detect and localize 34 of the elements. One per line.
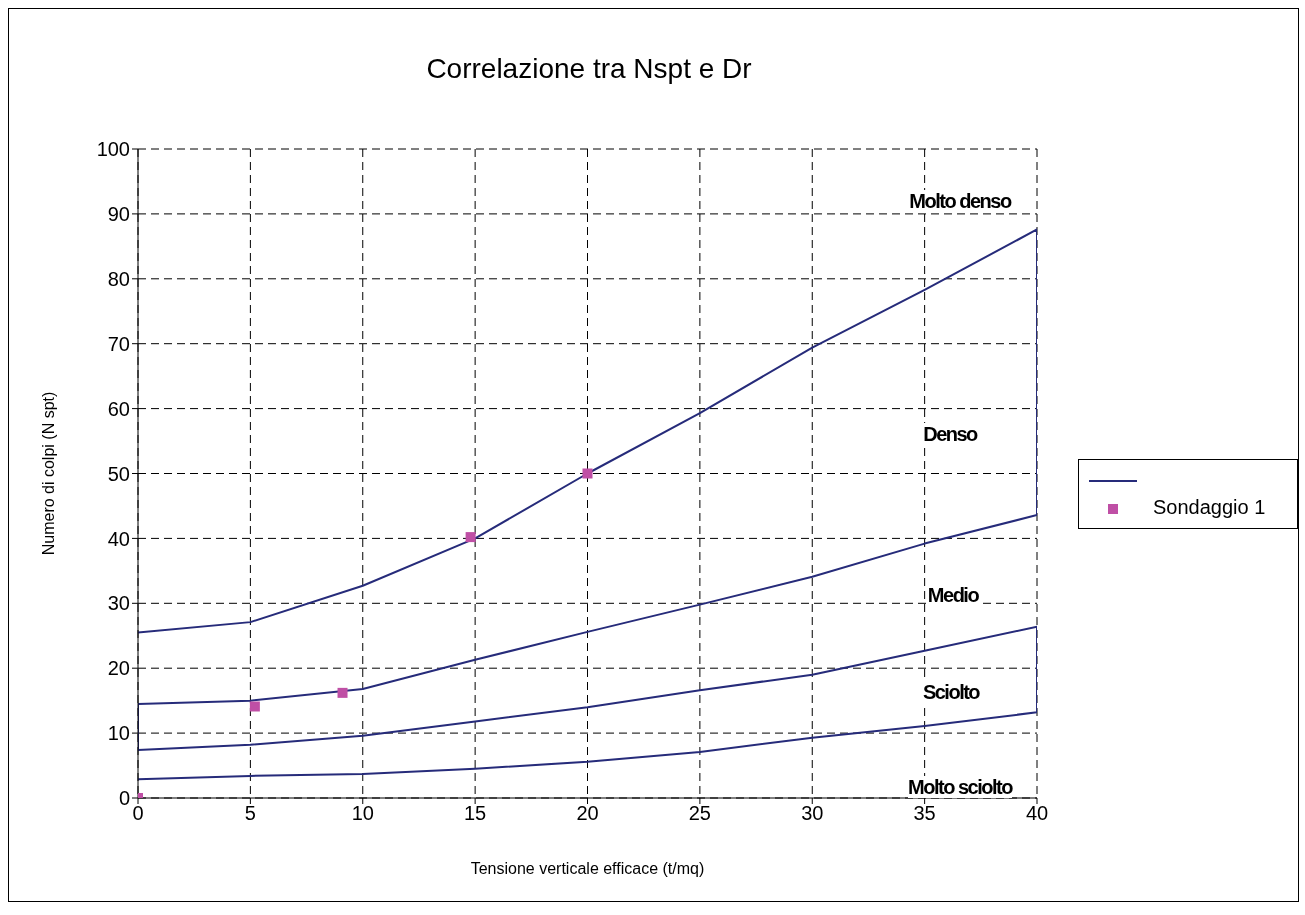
y-tick-label: 40	[107, 527, 130, 550]
point	[337, 687, 348, 698]
y-tick-label: 90	[107, 203, 130, 225]
y-tick-label: 50	[107, 462, 130, 485]
annotation: Sciolto	[922, 681, 980, 703]
x-tick-label: 40	[1025, 802, 1049, 825]
annotation: Molto denso	[909, 190, 1011, 212]
x-tick-label: 30	[801, 802, 824, 825]
y-tick-label: 60	[107, 397, 130, 420]
point	[465, 532, 476, 543]
legend-label: Sondaggio 1	[1153, 495, 1266, 519]
x-tick-label: 20	[576, 802, 599, 825]
line-series	[138, 228, 1037, 781]
x-tick-label: 10	[351, 802, 374, 825]
x-tick-label: 5	[244, 802, 256, 825]
x-axis-title: Tensione verticale efficace (t/mq)	[470, 860, 705, 877]
chart-title: Correlazione tra Nspt e Dr	[425, 53, 753, 85]
annotation: Medio	[927, 584, 979, 606]
x-tick-label: 15	[464, 802, 487, 825]
point	[249, 701, 260, 712]
point	[582, 468, 593, 479]
y-tick-label: 80	[107, 267, 130, 290]
y-axis-title: Numero di colpi (N spt)	[39, 391, 57, 556]
y-tick-label: 70	[107, 332, 130, 355]
y-tick-label: 100	[96, 138, 130, 161]
y-tick-label: 10	[107, 722, 130, 745]
y-tick-label: 0	[118, 787, 130, 810]
y-tick-label: 30	[107, 592, 130, 615]
annotation: Denso	[923, 423, 977, 445]
x-tick-label: 25	[688, 802, 711, 825]
annotation: Molto sciolto	[908, 776, 1012, 798]
y-tick-label: 20	[107, 657, 130, 680]
x-tick-label: 0	[132, 802, 144, 825]
x-tick-label: 35	[913, 802, 936, 825]
